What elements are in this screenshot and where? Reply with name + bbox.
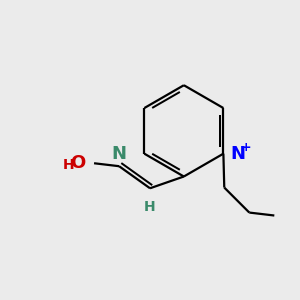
Text: N: N	[231, 145, 246, 163]
Text: +: +	[240, 141, 251, 154]
Text: O: O	[70, 154, 85, 172]
Text: N: N	[112, 145, 127, 163]
Text: H: H	[62, 158, 74, 172]
Text: H: H	[144, 200, 156, 214]
